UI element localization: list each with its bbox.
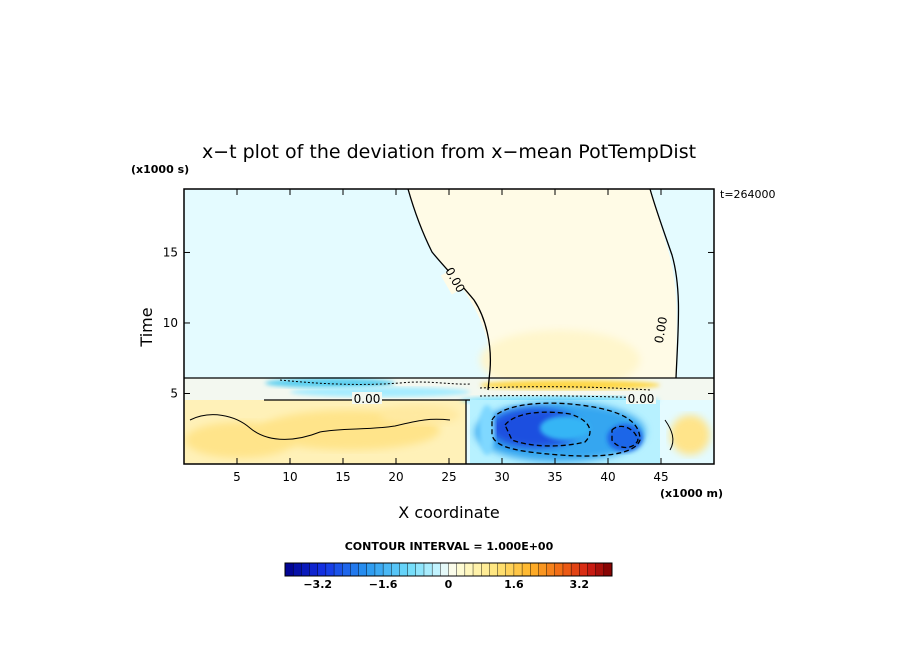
negative-contour-inner [504,411,591,447]
colorbar-cell [358,562,368,577]
negative-contour-outer [491,402,641,457]
cool-band-left [265,378,395,388]
colorbar-cell [570,562,580,577]
field-positive-upper [408,189,677,378]
colorbar-cell [489,562,499,577]
colorbar-cell [530,562,539,577]
y-units-label: (x1000 s) [131,163,189,176]
colorbar-cell [538,562,548,577]
negative-contours [491,402,641,457]
colorbar-cell [325,562,335,577]
x-tick-label: 5 [233,470,241,484]
contour-label-3: 0.00 [354,392,381,406]
colorbar-cell [342,562,351,577]
colorbar-cell [587,562,597,577]
colorbar-cell [284,562,294,577]
negative-contour-right [611,425,639,449]
colorbar-cell [317,562,327,577]
positive-contour-right [664,419,674,451]
colorbar-cell [350,562,360,577]
colorbar-tick-label: 3.2 [570,578,590,591]
colorbar-cell [333,562,343,577]
colorbar-cell [562,562,572,577]
negative-edge-left [479,405,495,455]
y-axis-ticks: 5 10 15 [163,245,714,400]
y-axis-title: Time [137,307,156,347]
x-tick-label: 25 [441,470,456,484]
colorbar-cell [309,562,319,577]
contour-label-bg-4 [626,392,656,404]
warm-blob-3 [380,405,460,425]
x-tick-label: 40 [600,470,615,484]
x-tick-label: 10 [282,470,297,484]
colorbar-cell [374,562,384,577]
colorbar-cell [382,562,392,577]
colorbar-cell [497,562,507,577]
colorbar-cell [301,562,311,577]
colorbar-cell [603,562,613,577]
warm-band [480,380,660,390]
band-contour-1 [279,379,471,385]
colorbar-tick-label: 0 [445,578,453,591]
colorbar-cell [472,562,482,577]
colorbar-cell [448,562,458,577]
contour-label-4: 0.00 [628,392,655,406]
x-tick-label: 45 [653,470,668,484]
colorbar-cell [407,562,417,577]
colorbar-cell [554,562,564,577]
colorbar-cell [366,562,376,577]
colorbar-cell [546,562,556,577]
warm-blob-right [670,415,710,455]
colorbar-cell [391,562,400,577]
zero-contour-right [649,189,680,379]
colorbar-cell [399,562,409,577]
colorbar-tick-label: 1.6 [504,578,524,591]
colorbar-cell [579,562,588,577]
colorbar-tick-label: −3.2 [303,578,332,591]
x-tick-label: 30 [494,470,509,484]
colorbar-cell [415,562,425,577]
negative-core-inner [540,416,590,440]
chart-title: x−t plot of the deviation from x−mean Po… [202,141,696,163]
y-tick-label: 10 [163,316,178,330]
x-units-label: (x1000 m) [660,487,723,500]
y-tick-label: 5 [170,386,178,400]
colorbar-ticks: −3.2 −1.6 0 1.6 3.2 [303,578,589,591]
contour-label-bg-2 [651,317,671,343]
contour-label-bg-1 [440,265,470,295]
colorbar [284,562,613,577]
contour-interval-label: CONTOUR INTERVAL = 1.000E+00 [345,540,554,553]
colorbar-cell [481,562,490,577]
colorbar-cell [456,562,466,577]
y-tick-label: 15 [163,245,178,259]
colorbar-cell [513,562,523,577]
timestamp-label: t=264000 [720,188,776,201]
x-axis-ticks: 5 10 15 20 25 30 35 40 45 [233,189,669,484]
contour-label-bg-3 [352,392,382,404]
colorbar-cell [423,562,433,577]
colorbar-cell [292,562,302,577]
x-axis-title: X coordinate [398,503,499,522]
x-tick-label: 20 [388,470,403,484]
x-tick-label: 35 [547,470,562,484]
colorbar-cell [505,562,515,577]
colorbar-frame [284,562,613,577]
colorbar-tick-label: −1.6 [369,578,398,591]
band-contour-2 [479,386,651,391]
field-positive-center [480,330,640,390]
positive-contour-left [189,414,451,440]
contour-label-2: 0.00 [652,316,670,345]
heatmap-field: 0.00 0.00 0.00 0.00 [184,189,714,464]
colorbar-cell [521,562,531,577]
colorbar-cell [440,562,450,577]
colorbar-cell [431,562,441,577]
colorbar-cell [595,562,605,577]
colorbar-cell [464,562,474,577]
x-tick-label: 15 [335,470,350,484]
